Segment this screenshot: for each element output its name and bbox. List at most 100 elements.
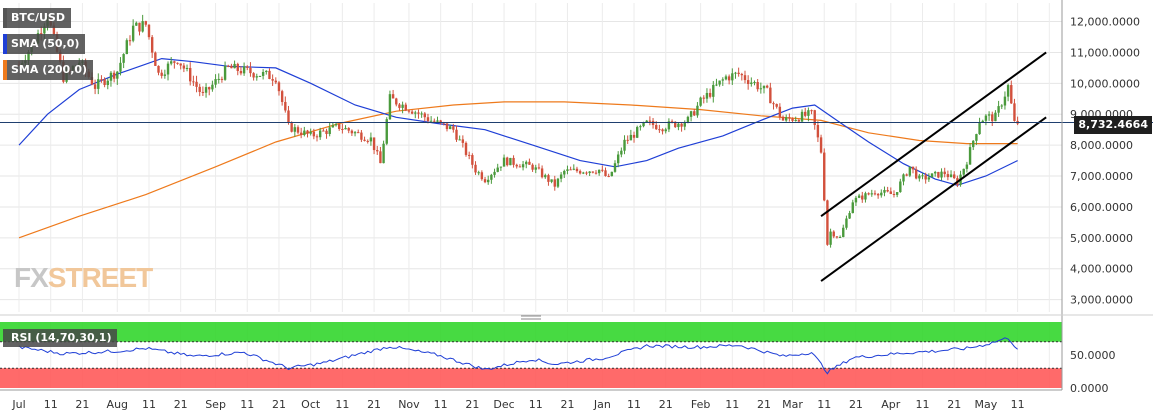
- candle-body: [531, 164, 534, 170]
- rsi-y-tick-label: 0.0000: [1070, 382, 1109, 395]
- candle-body: [813, 110, 816, 125]
- candle-body: [857, 195, 861, 198]
- candle-body: [109, 72, 113, 81]
- candle-body: [52, 25, 56, 35]
- candle-body: [636, 127, 639, 138]
- y-tick-label: 10,000.0000: [1070, 77, 1140, 90]
- candle-body: [759, 88, 763, 90]
- candle-body: [119, 62, 122, 72]
- candle-body: [93, 84, 97, 89]
- x-tick-label: Jan: [593, 398, 611, 411]
- x-tick-label: 11: [142, 398, 156, 411]
- candle-body: [867, 193, 870, 195]
- candle-body: [233, 63, 236, 69]
- candle-body: [718, 80, 721, 85]
- candle-body: [439, 120, 442, 123]
- rsi-line: [18, 337, 1018, 375]
- candle-body: [981, 120, 984, 123]
- candle-body: [848, 213, 851, 219]
- pair-swatch: [3, 8, 7, 28]
- candle-body: [943, 171, 946, 175]
- candle-body: [214, 79, 217, 85]
- x-tick-label: Nov: [398, 398, 420, 411]
- candle-body: [899, 181, 902, 193]
- candle-body: [195, 81, 198, 87]
- candle-body: [518, 166, 522, 168]
- candle-body: [515, 164, 518, 167]
- candle-body: [223, 65, 227, 80]
- rsi-legend: RSI (14,70,30,1): [3, 329, 118, 347]
- x-tick-label: 21: [659, 398, 673, 411]
- x-tick-label: 21: [465, 398, 479, 411]
- candle-body: [249, 67, 252, 74]
- candle-body: [918, 175, 921, 179]
- candle-body: [807, 110, 810, 116]
- candle-body: [851, 202, 854, 214]
- candle-body: [537, 167, 541, 169]
- candle-body: [280, 91, 284, 102]
- candle-body: [160, 72, 163, 76]
- candle-body: [578, 171, 582, 174]
- x-tick-label: Jul: [11, 398, 25, 411]
- candle-body: [921, 175, 924, 177]
- candle-body: [452, 126, 455, 130]
- candle-body: [591, 171, 595, 173]
- candle-body: [823, 152, 826, 201]
- candle-body: [315, 136, 319, 138]
- candle-body: [927, 177, 931, 180]
- candle-body: [734, 72, 737, 74]
- x-tick-label: 11: [434, 398, 448, 411]
- candle-body: [306, 130, 309, 134]
- candle-body: [204, 87, 208, 93]
- candle-body: [521, 164, 525, 168]
- candle-body: [550, 179, 553, 182]
- candle-body: [769, 87, 772, 104]
- candle-body: [880, 192, 883, 196]
- candle-body: [930, 173, 934, 178]
- candle-body: [740, 74, 744, 76]
- candle-body: [360, 132, 363, 140]
- candle-body: [458, 139, 461, 141]
- candle-body: [870, 193, 873, 195]
- candle-body: [357, 132, 360, 134]
- x-tick-label: 21: [272, 398, 286, 411]
- candle-body: [274, 80, 278, 83]
- candle-body: [208, 87, 211, 90]
- candle-body: [116, 71, 119, 79]
- overbought-zone: [0, 322, 1062, 342]
- candle-body: [525, 161, 528, 165]
- candle-body: [258, 75, 262, 77]
- candle-body: [705, 92, 709, 99]
- sma-200-path: [18, 101, 1018, 239]
- candle-body: [420, 113, 423, 115]
- candle-body: [100, 79, 103, 81]
- candle-body: [157, 65, 160, 73]
- candle-body: [296, 127, 300, 133]
- candle-body: [702, 97, 705, 99]
- candle-body: [467, 154, 471, 156]
- rsi-y-tick-label: 50.0000: [1070, 349, 1116, 362]
- x-tick-label: Aug: [107, 398, 128, 411]
- x-axis-labels: Jul 11 21 Aug 11 21 Sep 11 21 Oct 11 21 Nov 11 21 Dec 11…: [11, 398, 1024, 411]
- sma50-legend: SMA (50,0): [3, 34, 86, 54]
- candle-body: [607, 176, 610, 178]
- candle-body: [661, 129, 664, 132]
- candle-body: [496, 167, 499, 172]
- candle-body: [699, 97, 702, 106]
- candle-body: [122, 54, 125, 63]
- candle-body: [379, 151, 382, 164]
- fxstreet-logo: FXSTREET: [14, 262, 153, 294]
- candle-body: [112, 72, 116, 79]
- candle-body: [642, 122, 645, 127]
- candle-body: [391, 94, 395, 99]
- current-price-tag: 8,732.4664: [1074, 116, 1152, 134]
- candle-body: [965, 164, 969, 169]
- candle-body: [376, 150, 379, 152]
- candle-body: [610, 171, 614, 177]
- candle-body: [975, 134, 978, 141]
- candle-body: [163, 74, 167, 76]
- candle-body: [623, 139, 626, 151]
- candle-body: [544, 175, 547, 178]
- candle-body: [712, 84, 715, 97]
